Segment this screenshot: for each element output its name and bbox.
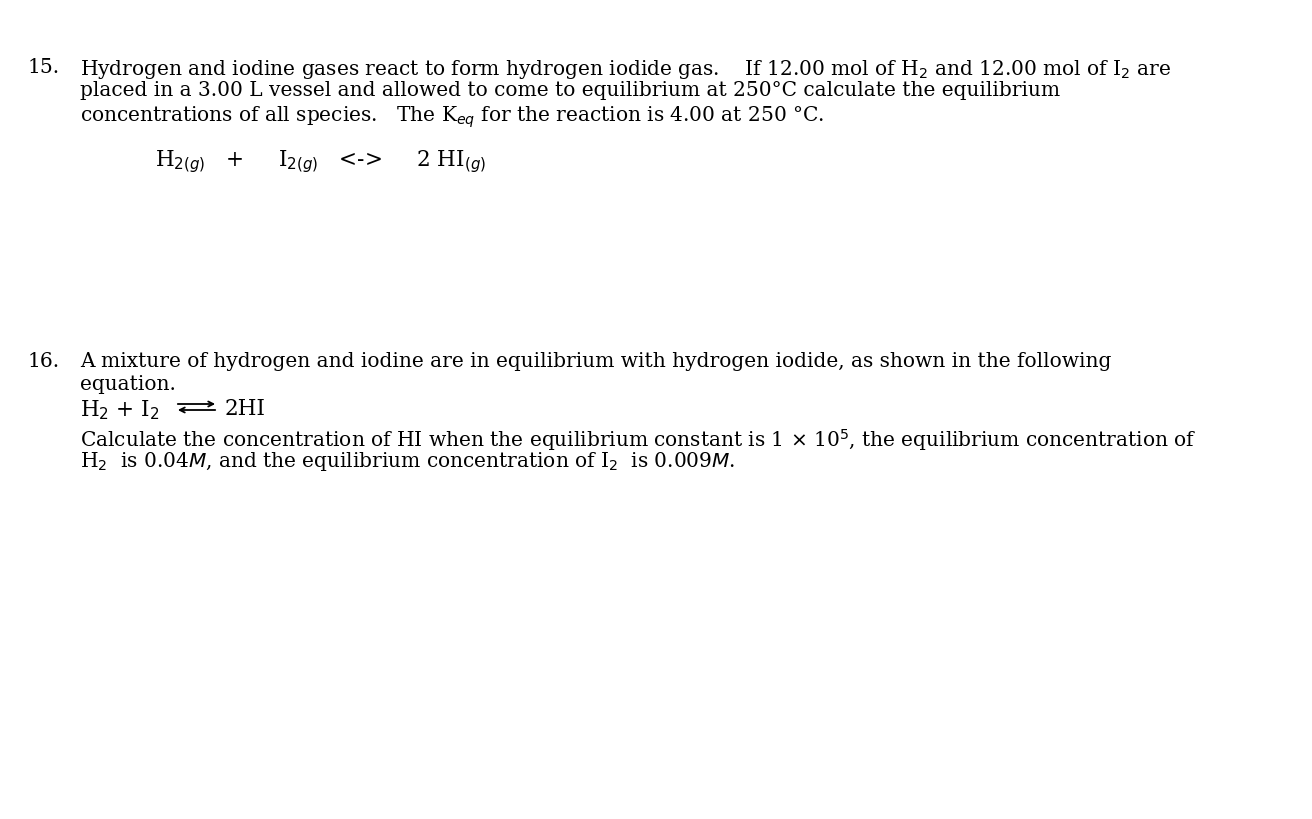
Text: Hydrogen and iodine gases react to form hydrogen iodide gas.    If 12.00 mol of : Hydrogen and iodine gases react to form … — [80, 58, 1172, 81]
Text: placed in a 3.00 L vessel and allowed to come to equilibrium at 250°C calculate : placed in a 3.00 L vessel and allowed to… — [80, 81, 1060, 100]
Text: H$_2$  is 0.04$M$, and the equilibrium concentration of I$_2$  is 0.009$M$.: H$_2$ is 0.04$M$, and the equilibrium co… — [80, 450, 736, 473]
Text: Calculate the concentration of HI when the equilibrium constant is 1 $\times$ 10: Calculate the concentration of HI when t… — [80, 427, 1197, 452]
Text: equation.: equation. — [80, 374, 176, 393]
Text: H$_{2(g)}$   +     I$_{2(g)}$   <->     2 HI$_{(g)}$: H$_{2(g)}$ + I$_{2(g)}$ <-> 2 HI$_{(g)}$ — [155, 147, 487, 174]
Text: H$_2$ + I$_2$: H$_2$ + I$_2$ — [80, 397, 160, 421]
Text: concentrations of all species.   The K$_{eq}$ for the reaction is 4.00 at 250 °C: concentrations of all species. The K$_{e… — [80, 104, 824, 129]
Text: 2HI: 2HI — [224, 397, 266, 419]
Text: 15.: 15. — [28, 58, 60, 77]
Text: 16.: 16. — [28, 351, 60, 370]
Text: A mixture of hydrogen and iodine are in equilibrium with hydrogen iodide, as sho: A mixture of hydrogen and iodine are in … — [80, 351, 1111, 370]
